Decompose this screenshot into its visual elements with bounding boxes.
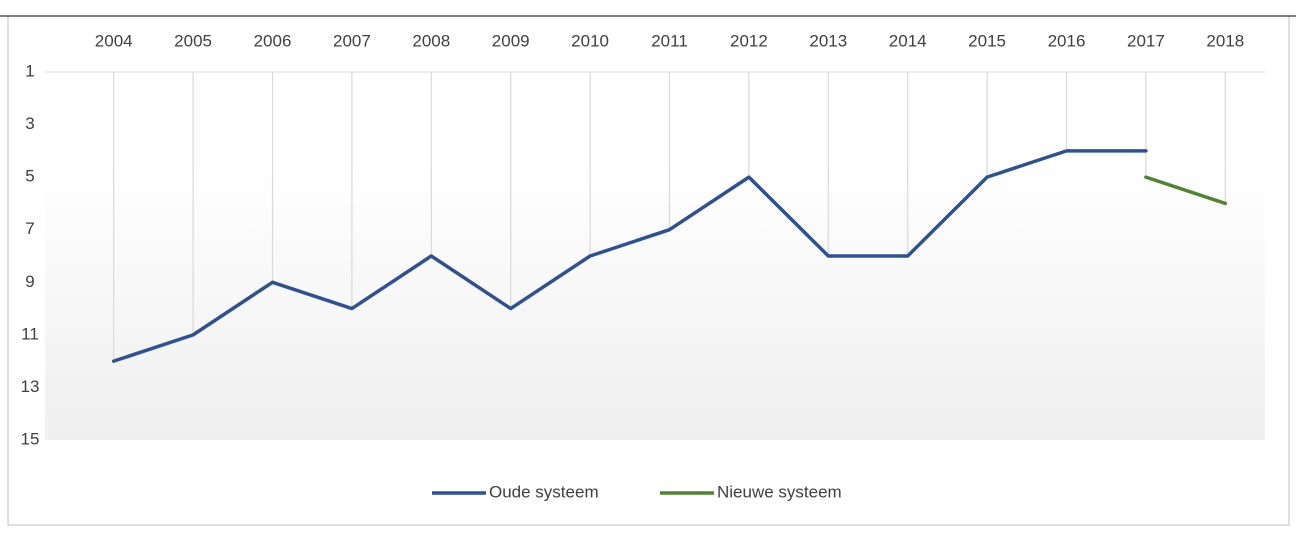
x-tick-label: 2014 bbox=[889, 31, 927, 50]
legend-label: Nieuwe systeem bbox=[717, 482, 842, 501]
y-tick-label: 3 bbox=[25, 114, 34, 133]
x-tick-label: 2006 bbox=[254, 31, 292, 50]
x-tick-label: 2004 bbox=[95, 31, 133, 50]
y-tick-label: 7 bbox=[25, 219, 34, 238]
y-tick-label: 1 bbox=[25, 61, 34, 80]
x-tick-label: 2017 bbox=[1127, 31, 1165, 50]
x-tick-label: 2013 bbox=[809, 31, 847, 50]
x-tick-label: 2010 bbox=[571, 31, 609, 50]
series-line bbox=[111, 149, 1148, 363]
x-tick-label: 2015 bbox=[968, 31, 1006, 50]
y-tick-label: 15 bbox=[21, 429, 40, 448]
plot-area bbox=[45, 72, 1265, 440]
x-tick-label: 2018 bbox=[1206, 31, 1244, 50]
x-tick-label: 2005 bbox=[174, 31, 212, 50]
x-tick-label: 2008 bbox=[412, 31, 450, 50]
x-tick-label: 2012 bbox=[730, 31, 768, 50]
y-tick-label: 11 bbox=[21, 324, 39, 343]
y-tick-label: 13 bbox=[21, 377, 40, 396]
series-line bbox=[1144, 175, 1228, 206]
legend-label: Oude systeem bbox=[489, 482, 599, 501]
x-tick-label: 2016 bbox=[1048, 31, 1086, 50]
x-tick-label: 2009 bbox=[492, 31, 530, 50]
x-tick-label: 2011 bbox=[651, 31, 688, 50]
y-tick-label: 9 bbox=[25, 272, 34, 291]
y-tick-label: 5 bbox=[25, 167, 34, 186]
x-tick-label: 2007 bbox=[333, 31, 371, 50]
